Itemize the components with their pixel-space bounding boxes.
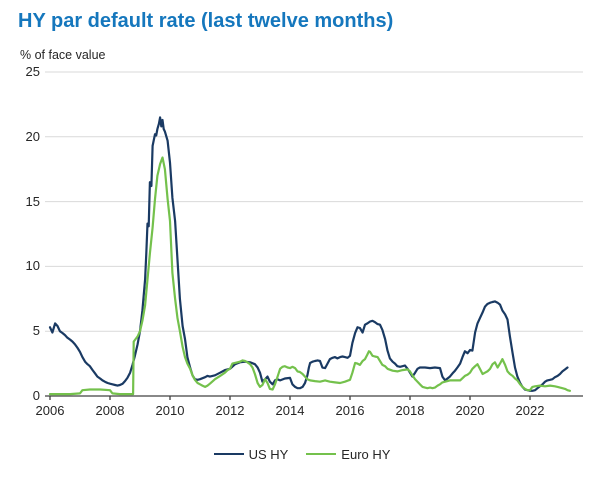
x-tick-label: 2012: [215, 403, 245, 418]
legend-label-us-hy: US HY: [248, 446, 289, 462]
legend-label-euro-hy: Euro HY: [341, 446, 391, 462]
x-tick-label: 2016: [335, 403, 365, 418]
x-tick-label: 2010: [155, 403, 185, 418]
y-tick-label: 15: [25, 193, 40, 209]
page-title: HY par default rate (last twelve months): [18, 10, 394, 32]
x-tick-label: 2008: [95, 403, 125, 418]
us-hy-line-series: [48, 116, 569, 392]
y-tick-label: 20: [25, 128, 40, 144]
y-tick-label: 0: [32, 388, 40, 403]
us-hy-line-swatch-icon: [213, 453, 244, 455]
x-tick-label: 2020: [455, 403, 485, 418]
legend-item-euro-hy: Euro HY: [306, 447, 390, 462]
legend-item-us-hy: US HY: [213, 446, 289, 462]
x-tick-label: 2014: [275, 403, 305, 418]
y-tick-label: 25: [25, 64, 40, 79]
x-tick-label: 2018: [395, 403, 425, 418]
x-tick-label: 2006: [35, 403, 65, 418]
euro-hy-line-swatch-icon: [306, 453, 337, 455]
y-tick-label: 5: [32, 323, 40, 339]
legend: US HY Euro HY: [0, 444, 604, 464]
y-tick-label: 10: [25, 258, 40, 274]
x-tick-label: 2022: [515, 403, 545, 418]
euro-hy-line-series: [48, 156, 572, 396]
y-axis-unit-label: % of face value: [20, 48, 106, 62]
